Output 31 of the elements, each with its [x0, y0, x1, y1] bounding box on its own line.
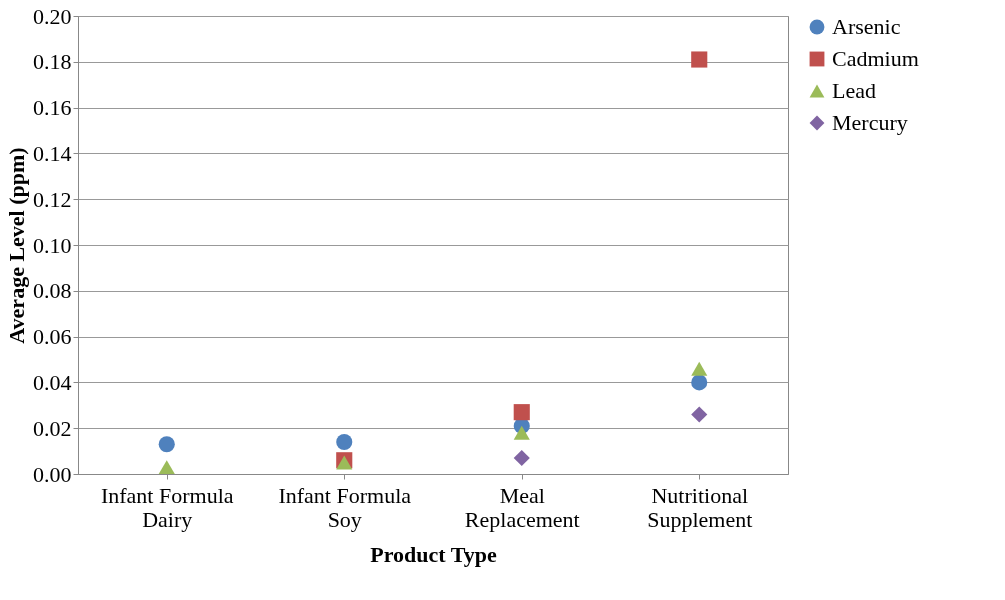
y-tick-label: 0.14 — [33, 140, 72, 166]
y-tick-label: 0.02 — [33, 415, 72, 441]
x-tick-label: Nutritional Supplement — [647, 482, 753, 532]
y-tick-label: 0.08 — [33, 278, 72, 304]
point — [691, 374, 708, 391]
legend-label: Cadmium — [832, 46, 919, 71]
x-tick-label: Infant Formula Dairy — [100, 482, 234, 532]
y-tick-label: 0.16 — [33, 95, 72, 121]
y-tick-label: 0.06 — [33, 324, 72, 350]
point — [691, 51, 708, 68]
point — [513, 404, 530, 421]
point — [513, 449, 530, 467]
point — [691, 361, 708, 376]
y-tick-label: 0.00 — [33, 461, 72, 487]
point — [513, 425, 530, 440]
y-tick-label: 0.18 — [33, 49, 72, 75]
point — [691, 406, 708, 423]
y-tick-label: 0.20 — [33, 3, 72, 29]
y-tick-label: 0.12 — [33, 186, 72, 212]
point — [158, 460, 175, 475]
point — [336, 433, 353, 450]
y-axis-title: Average Level (ppm) — [4, 147, 29, 344]
y-tick-label: 0.04 — [33, 369, 72, 395]
x-tick-label: Meal Replacement — [464, 482, 580, 532]
x-tick-label: Infant Formula Soy — [278, 482, 412, 532]
y-tick-label: 0.10 — [33, 232, 72, 258]
legend-label: Mercury — [832, 110, 908, 135]
point — [158, 436, 175, 453]
x-axis-title: Product Type — [370, 541, 497, 567]
legend-label: Lead — [832, 78, 876, 103]
legend-label: Arsenic — [832, 14, 901, 39]
